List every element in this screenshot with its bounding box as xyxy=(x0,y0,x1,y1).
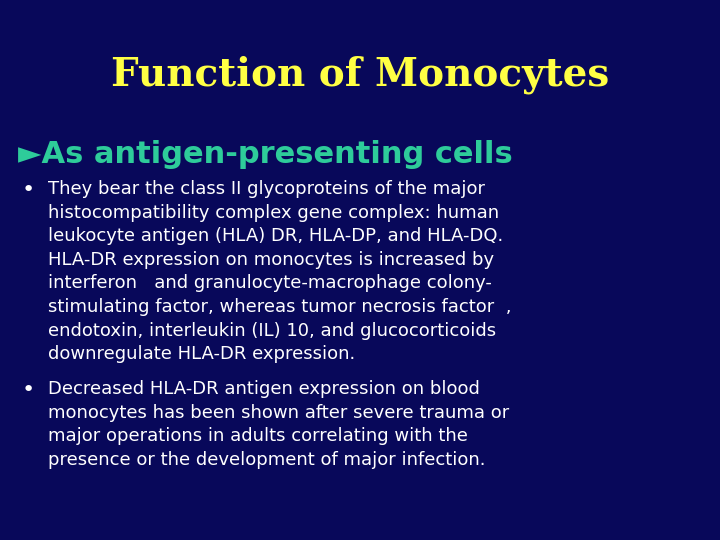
Text: Decreased HLA-DR antigen expression on blood
monocytes has been shown after seve: Decreased HLA-DR antigen expression on b… xyxy=(48,380,509,469)
Text: Function of Monocytes: Function of Monocytes xyxy=(111,55,609,93)
Text: They bear the class II glycoproteins of the major
histocompatibility complex gen: They bear the class II glycoproteins of … xyxy=(48,180,511,363)
Text: •: • xyxy=(22,380,35,400)
Text: •: • xyxy=(22,180,35,200)
Text: ►As antigen-presenting cells: ►As antigen-presenting cells xyxy=(18,140,513,169)
